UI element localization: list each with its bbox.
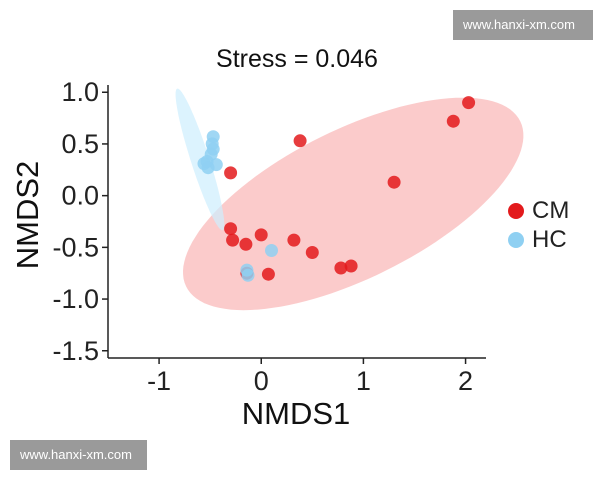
point-cm (446, 114, 460, 128)
y-tick-label: -1.0 (52, 284, 99, 314)
legend-swatch-hc (508, 231, 524, 248)
axes (107, 85, 486, 359)
point-cm (224, 222, 238, 236)
x-tick-label: -1 (147, 366, 171, 396)
x-tick-label: 2 (458, 366, 473, 396)
legend-swatch-cm (508, 202, 524, 219)
legend-item-cm: CM (508, 196, 569, 225)
y-axis-label: NMDS2 (10, 161, 45, 270)
point-cm (293, 134, 307, 148)
point-cm (226, 233, 240, 247)
x-axis-label: NMDS1 (242, 396, 351, 431)
point-cm (261, 267, 275, 281)
point-hc (209, 158, 223, 172)
confidence-ellipses (175, 88, 524, 311)
point-cm (224, 166, 238, 180)
point-cm (462, 96, 476, 110)
point-cm (334, 261, 348, 275)
watermark-top: www.hanxi-xm.com (453, 10, 593, 40)
legend-item-hc: HC (508, 225, 569, 254)
legend: CM HC (508, 196, 569, 254)
point-hc (241, 268, 255, 282)
point-cm (344, 259, 358, 273)
watermark-bottom: www.hanxi-xm.com (10, 440, 147, 470)
x-tick-label: 1 (356, 366, 371, 396)
legend-label-hc: HC (532, 225, 567, 253)
data-points (197, 96, 476, 282)
x-tick-label: 0 (254, 366, 269, 396)
point-hc (265, 244, 278, 257)
chart-title: Stress = 0.046 (216, 45, 378, 73)
y-tick-label: 0.0 (61, 181, 99, 211)
point-cm (287, 233, 301, 247)
point-cm (387, 175, 401, 189)
point-cm (305, 246, 319, 259)
x-ticks: -1 0 1 2 (147, 358, 473, 396)
y-ticks: 1.0 0.5 0.0 -0.5 -1.0 -1.5 (52, 77, 108, 366)
y-tick-label: -0.5 (52, 232, 99, 262)
y-tick-label: 1.0 (61, 77, 99, 107)
y-tick-label: -1.5 (52, 336, 99, 366)
ellipse-cm (183, 97, 524, 311)
y-tick-label: 0.5 (61, 129, 99, 159)
point-cm (254, 228, 268, 242)
legend-label-cm: CM (532, 196, 570, 224)
point-cm (239, 237, 253, 251)
